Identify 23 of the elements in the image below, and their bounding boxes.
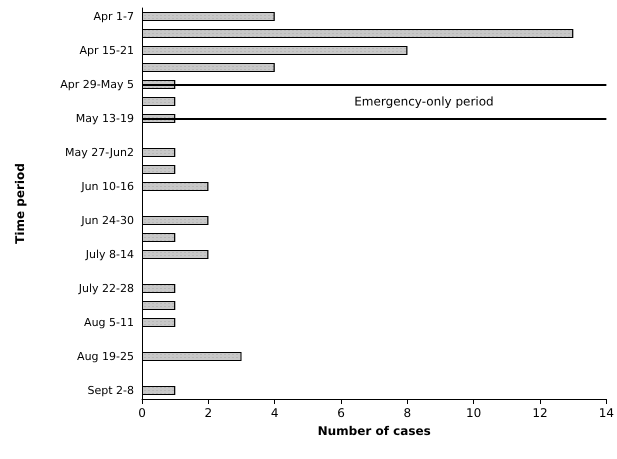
y-tick-label: Apr 29-May 5 [60, 78, 134, 91]
y-tick-label: Apr 1-7 [94, 10, 134, 23]
x-tick-label: 14 [598, 406, 614, 420]
x-tick-label: 2 [204, 406, 212, 420]
y-tick-label: July 8-14 [84, 248, 134, 261]
x-tick-label: 4 [270, 406, 278, 420]
ref-line-label: Emergency-only period [354, 94, 494, 108]
y-tick-label: Jun 24-30 [80, 214, 134, 227]
x-tick-label: 12 [532, 406, 548, 420]
y-tick-label: Aug 19-25 [77, 350, 134, 363]
y-tick-label: July 22-28 [78, 282, 134, 295]
x-tick-label: 6 [337, 406, 345, 420]
x-tick-label: 10 [466, 406, 482, 420]
y-tick-label: Aug 5-11 [84, 316, 134, 329]
x-axis-title: Number of cases [318, 424, 431, 438]
y-tick-label: Sept 2-8 [87, 384, 134, 397]
x-tick-label: 8 [404, 406, 412, 420]
y-axis-title: Time period [13, 163, 27, 244]
y-tick-label: May 27-Jun2 [64, 146, 134, 159]
x-tick-label: 0 [138, 406, 146, 420]
y-tick-label: May 13-19 [76, 112, 134, 125]
y-tick-label: Apr 15-21 [80, 44, 134, 57]
y-tick-label: Jun 10-16 [80, 180, 134, 193]
